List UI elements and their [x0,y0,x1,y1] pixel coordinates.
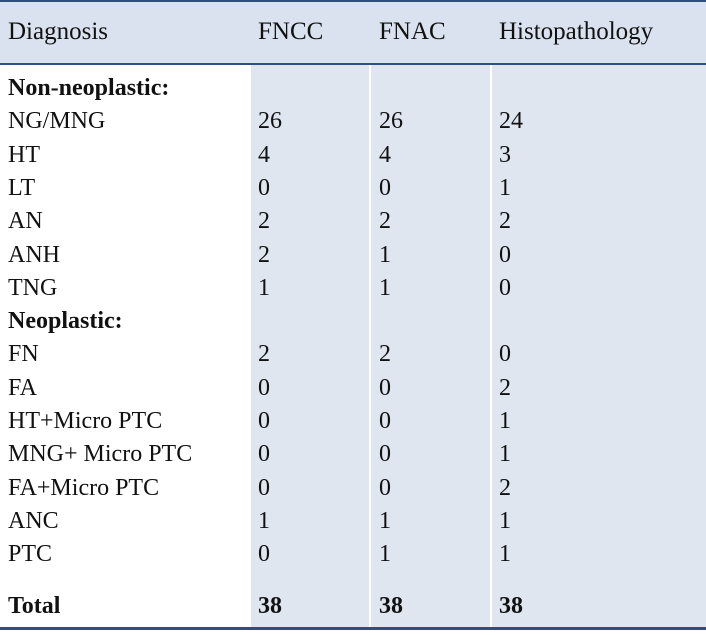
row-value: 0 [499,341,511,367]
row-value: 0 [379,441,391,467]
total-value: 38 [499,593,523,619]
row-value: 0 [379,175,391,201]
row-value: 1 [258,275,270,301]
row-label: TNG [8,275,58,301]
column-band-fncc [251,65,369,629]
row-value: 1 [379,275,391,301]
row-value: 3 [499,142,511,168]
column-band-fnac [371,65,490,629]
row-value: 24 [499,108,523,134]
row-value: 0 [379,475,391,501]
row-label: ANH [8,242,60,268]
row-label: HT+Micro PTC [8,408,163,434]
row-label: FA+Micro PTC [8,475,160,501]
row-label: NG/MNG [8,108,106,134]
row-value: 0 [258,375,270,401]
row-label: LT [8,175,36,201]
row-label: FN [8,341,39,367]
row-value: 1 [499,175,511,201]
row-value: 0 [258,475,270,501]
row-value: 0 [499,275,511,301]
row-value: 1 [499,408,511,434]
header-fncc: FNCC [258,18,324,45]
row-value: 26 [379,108,403,134]
row-value: 1 [379,508,391,534]
row-value: 1 [499,541,511,567]
row-value: 1 [258,508,270,534]
row-label: HT [8,142,40,168]
total-value: 38 [258,593,282,619]
row-value: 0 [499,242,511,268]
section-title: Neoplastic: [8,308,123,334]
header-diagnosis: Diagnosis [8,18,108,45]
header-fnac: FNAC [379,18,446,45]
row-value: 2 [379,208,391,234]
row-value: 0 [258,408,270,434]
header-histopathology: Histopathology [499,18,654,45]
row-value: 1 [499,508,511,534]
table-header-row [0,0,706,65]
row-label: ANC [8,508,59,534]
row-value: 4 [379,142,391,168]
row-value: 0 [258,175,270,201]
row-label: FA [8,375,37,401]
row-value: 2 [499,475,511,501]
section-title: Non-neoplastic: [8,75,170,101]
row-value: 1 [499,441,511,467]
row-value: 26 [258,108,282,134]
row-value: 0 [258,541,270,567]
row-value: 0 [379,375,391,401]
row-value: 4 [258,142,270,168]
row-value: 2 [258,208,270,234]
table-bottom-rule [0,627,706,630]
row-label: AN [8,208,43,234]
row-value: 2 [499,208,511,234]
row-value: 2 [258,242,270,268]
row-value: 2 [258,341,270,367]
row-value: 0 [258,441,270,467]
row-value: 1 [379,242,391,268]
total-label: Total [8,593,61,619]
total-value: 38 [379,593,403,619]
row-label: MNG+ Micro PTC [8,441,193,467]
row-value: 2 [499,375,511,401]
row-label: PTC [8,541,53,567]
row-value: 0 [379,408,391,434]
row-value: 2 [379,341,391,367]
row-value: 1 [379,541,391,567]
column-band-histopathology [492,65,706,629]
